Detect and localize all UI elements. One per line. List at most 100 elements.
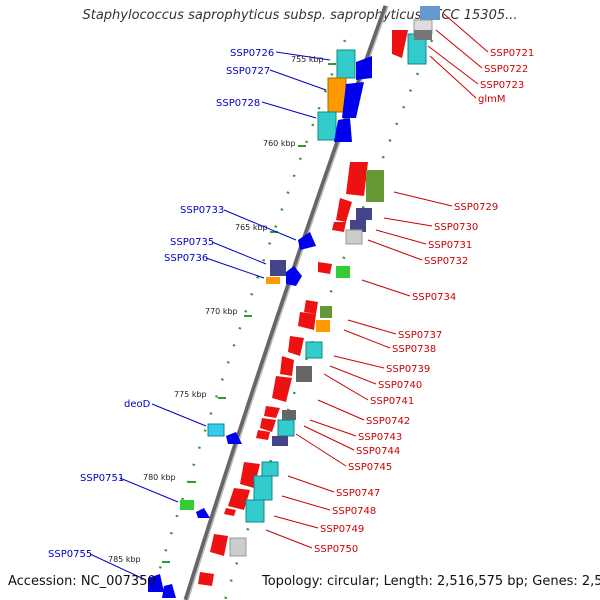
gene-arrow[interactable]: [226, 432, 242, 444]
gene-label[interactable]: SSP0732: [424, 256, 468, 267]
gene-arrow[interactable]: [356, 56, 372, 80]
gene-label[interactable]: SSP0740: [378, 380, 422, 391]
leader-line: [375, 229, 427, 245]
gene-label[interactable]: SSP0729: [454, 202, 498, 213]
gene-deod[interactable]: [207, 423, 225, 437]
gene-label[interactable]: deoD: [124, 399, 151, 410]
scale-label: 785 kbp: [108, 555, 141, 564]
gene-arrow[interactable]: [224, 508, 236, 516]
gene-ssp0726[interactable]: [336, 49, 356, 79]
gene-label[interactable]: SSP0726: [230, 48, 274, 59]
scale-label: 770 kbp: [205, 307, 238, 316]
gene-ssp0750-b[interactable]: [229, 537, 247, 557]
gene-ssp0745[interactable]: [272, 436, 288, 446]
gene-label[interactable]: SSP0744: [356, 446, 400, 457]
gene-label[interactable]: SSP0751: [80, 473, 124, 484]
leader-line: [329, 365, 377, 385]
gene-ssp0737[interactable]: [304, 300, 318, 314]
gene-arrow[interactable]: [332, 222, 346, 232]
leader-line: [223, 209, 297, 241]
leader-line: [287, 475, 335, 493]
gene-ssp0749[interactable]: [245, 499, 265, 523]
gene-ssp0741[interactable]: [296, 366, 312, 382]
gene-label[interactable]: SSP0749: [320, 524, 364, 535]
gene-label[interactable]: SSP0727: [226, 66, 270, 77]
gene-arrow[interactable]: [286, 266, 302, 286]
gene-label[interactable]: SSP0735: [170, 237, 214, 248]
gene-label[interactable]: glmM: [478, 94, 506, 105]
gene-label[interactable]: SSP0730: [434, 222, 478, 233]
gene-ssp0739-b[interactable]: [305, 341, 323, 359]
scale-label: 755 kbp: [291, 55, 324, 64]
gene-label[interactable]: SSP0750: [314, 544, 358, 555]
gene-ssp0735[interactable]: [270, 260, 286, 276]
scale-label: 765 kbp: [235, 223, 268, 232]
gene-label[interactable]: SSP0741: [370, 396, 414, 407]
gene-label[interactable]: SSP0743: [358, 432, 402, 443]
gene-label[interactable]: SSP0736: [164, 253, 208, 264]
gene-ssp0738[interactable]: [316, 320, 330, 332]
gene-ssp0736[interactable]: [266, 277, 280, 284]
gene-arrow[interactable]: [228, 488, 250, 510]
gene-ssp0721[interactable]: [420, 6, 440, 20]
gene-ssp0733[interactable]: [298, 232, 316, 250]
gene-label[interactable]: SSP0738: [392, 344, 436, 355]
gene-ssp0729[interactable]: [346, 162, 368, 196]
gene-arrow[interactable]: [334, 118, 352, 142]
gene-ssp0730-b[interactable]: [356, 208, 372, 220]
gene-ssp0750[interactable]: [210, 534, 228, 556]
gene-label[interactable]: SSP0739: [386, 364, 430, 375]
gene-label[interactable]: SSP0737: [398, 330, 442, 341]
gene-label[interactable]: SSP0728: [216, 98, 260, 109]
leader-line: [361, 279, 411, 297]
leader-line: [303, 425, 355, 451]
gene-label[interactable]: SSP0722: [484, 64, 528, 75]
gene-arrow[interactable]: [298, 312, 316, 330]
gene-label[interactable]: SSP0748: [332, 506, 376, 517]
gene-ssp0737-b[interactable]: [320, 306, 332, 318]
gene-ssp0755[interactable]: [148, 574, 164, 592]
gene-arrow[interactable]: [198, 572, 214, 586]
gene-label[interactable]: SSP0745: [348, 462, 392, 473]
gene-arrow[interactable]: [256, 430, 270, 440]
gene-ssp0743[interactable]: [282, 410, 296, 420]
gene-ssp0751[interactable]: [180, 500, 194, 510]
leader-line: [275, 51, 331, 61]
gene-arrow[interactable]: [342, 82, 364, 118]
gene-label[interactable]: SSP0755: [48, 549, 92, 560]
gene-label[interactable]: SSP0742: [366, 416, 410, 427]
gene-ssp0739[interactable]: [288, 336, 304, 356]
gene-arrow[interactable]: [162, 584, 176, 598]
gene-arrow[interactable]: [272, 376, 292, 402]
gene-ssp0740[interactable]: [280, 356, 294, 376]
gene-ssp0730[interactable]: [336, 198, 352, 222]
leader-line: [269, 69, 327, 91]
gene-ssp0727[interactable]: [327, 77, 347, 113]
gene-ssp0748[interactable]: [253, 475, 273, 501]
gene-arrow[interactable]: [196, 508, 210, 518]
gene-label[interactable]: SSP0721: [490, 48, 534, 59]
gene-label[interactable]: SSP0747: [336, 488, 380, 499]
gene-ssp0729-b[interactable]: [366, 170, 384, 202]
gene-ssp0747-b[interactable]: [261, 461, 279, 477]
gene-ssp0728[interactable]: [317, 111, 337, 141]
gene-ssp0742[interactable]: [264, 406, 280, 418]
scale-label: 780 kbp: [143, 473, 176, 482]
gene-ssp0734-b[interactable]: [336, 266, 350, 278]
guide-dots-inner: [148, 39, 347, 600]
gene-label[interactable]: SSP0723: [480, 80, 524, 91]
leader-line: [333, 355, 385, 369]
gene-arrow[interactable]: [414, 30, 432, 40]
gene-arrow[interactable]: [260, 418, 276, 432]
gene-label[interactable]: SSP0731: [428, 240, 472, 251]
leader-line: [427, 45, 479, 85]
gene-label[interactable]: SSP0734: [412, 292, 456, 303]
gene-ssp0734[interactable]: [318, 262, 332, 274]
leader-line: [435, 29, 483, 69]
gene-ssp0732[interactable]: [345, 229, 363, 245]
leader-line: [281, 495, 331, 511]
gene-arrow[interactable]: [392, 30, 408, 58]
gene-ssp0744[interactable]: [277, 419, 295, 437]
gene-label[interactable]: SSP0733: [180, 205, 224, 216]
gene-ssp0731[interactable]: [350, 220, 366, 232]
